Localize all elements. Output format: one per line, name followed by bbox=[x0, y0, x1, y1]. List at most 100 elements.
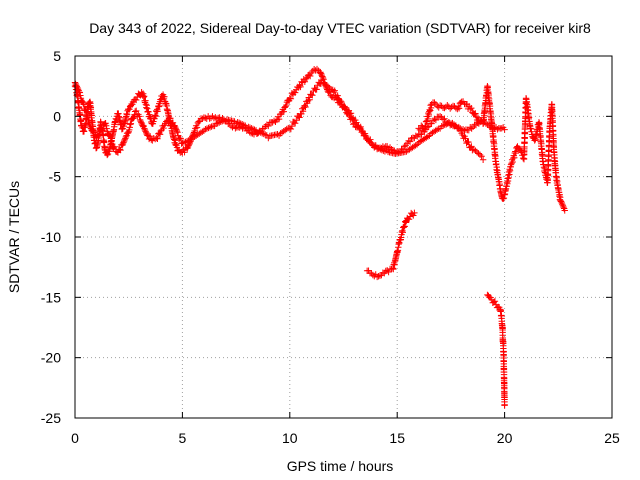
data-point bbox=[424, 133, 432, 140]
data-point bbox=[309, 92, 316, 99]
y-tick-label: -10 bbox=[41, 229, 61, 245]
data-point bbox=[108, 137, 115, 145]
data-point bbox=[291, 89, 299, 96]
data-point bbox=[133, 107, 140, 115]
data-point bbox=[142, 128, 149, 135]
data-point bbox=[141, 125, 148, 132]
data-point bbox=[377, 146, 384, 153]
data-point bbox=[400, 224, 407, 231]
x-tick-label: 15 bbox=[389, 430, 405, 446]
data-point bbox=[167, 115, 174, 122]
data-point bbox=[86, 122, 93, 129]
data-point bbox=[181, 149, 188, 156]
data-point bbox=[123, 110, 130, 118]
data-point bbox=[299, 108, 307, 115]
data-point bbox=[139, 122, 146, 129]
data-point bbox=[183, 138, 191, 145]
data-point bbox=[440, 122, 447, 129]
data-point bbox=[512, 148, 519, 155]
data-point bbox=[122, 133, 130, 141]
data-point bbox=[193, 124, 201, 131]
y-tick-label: 5 bbox=[53, 48, 61, 64]
data-point bbox=[110, 144, 117, 151]
data-point bbox=[375, 273, 382, 280]
data-point bbox=[99, 126, 106, 134]
data-point bbox=[185, 137, 192, 144]
data-point bbox=[255, 128, 263, 136]
data-point bbox=[127, 121, 134, 128]
data-point bbox=[191, 127, 198, 135]
data-point bbox=[528, 128, 535, 135]
data-point bbox=[560, 203, 567, 211]
data-point bbox=[119, 125, 126, 132]
data-point bbox=[452, 122, 459, 130]
data-point bbox=[455, 103, 462, 111]
data-point bbox=[385, 268, 392, 276]
data-point bbox=[302, 103, 309, 111]
data-point bbox=[465, 138, 472, 146]
data-point bbox=[341, 105, 348, 112]
data-point bbox=[469, 146, 476, 154]
data-point bbox=[449, 119, 456, 127]
data-point bbox=[76, 89, 84, 96]
data-point bbox=[351, 120, 358, 127]
data-point bbox=[467, 105, 474, 113]
data-point bbox=[302, 75, 310, 83]
data-point bbox=[133, 96, 140, 104]
data-point bbox=[94, 133, 102, 140]
data-point bbox=[282, 103, 289, 110]
data-point bbox=[242, 122, 249, 129]
data-point bbox=[257, 129, 264, 136]
data-point bbox=[287, 95, 295, 102]
data-point bbox=[493, 160, 500, 168]
data-point bbox=[116, 146, 123, 153]
data-point bbox=[240, 121, 247, 129]
x-tick-label: 25 bbox=[604, 430, 620, 446]
y-tick-label: -5 bbox=[49, 169, 62, 185]
data-point bbox=[532, 136, 539, 143]
data-point bbox=[280, 108, 287, 115]
data-point bbox=[478, 153, 485, 160]
data-point bbox=[448, 103, 455, 111]
data-point bbox=[367, 140, 375, 147]
data-point bbox=[438, 123, 445, 130]
data-point bbox=[375, 145, 382, 152]
data-point bbox=[174, 129, 181, 136]
data-point bbox=[103, 125, 110, 132]
data-point bbox=[432, 116, 440, 124]
data-point bbox=[127, 102, 135, 109]
data-point bbox=[561, 207, 568, 214]
data-point bbox=[501, 126, 508, 133]
data-point bbox=[269, 119, 276, 126]
data-point bbox=[177, 135, 184, 142]
data-point bbox=[184, 145, 191, 152]
data-point bbox=[297, 83, 304, 91]
y-tick-label: -25 bbox=[41, 410, 61, 426]
data-point bbox=[504, 177, 512, 185]
data-point bbox=[443, 121, 450, 128]
data-point bbox=[220, 117, 228, 124]
data-point bbox=[468, 125, 475, 132]
data-point bbox=[74, 86, 82, 93]
data-point bbox=[450, 121, 458, 128]
data-point bbox=[102, 122, 110, 129]
data-point bbox=[141, 126, 149, 134]
data-point bbox=[153, 134, 160, 142]
data-point bbox=[95, 131, 103, 138]
data-point bbox=[433, 126, 441, 133]
data-point bbox=[406, 138, 414, 145]
data-point bbox=[501, 401, 508, 408]
data-point bbox=[106, 132, 114, 139]
data-point bbox=[171, 122, 178, 129]
data-point bbox=[557, 198, 565, 205]
data-point bbox=[373, 273, 381, 281]
data-point bbox=[258, 130, 266, 137]
data-point bbox=[441, 104, 448, 112]
data-point bbox=[338, 98, 345, 106]
data-point bbox=[283, 101, 290, 109]
data-point bbox=[107, 135, 115, 142]
data-point bbox=[349, 116, 356, 123]
data-point bbox=[239, 121, 246, 128]
data-point bbox=[127, 120, 135, 127]
